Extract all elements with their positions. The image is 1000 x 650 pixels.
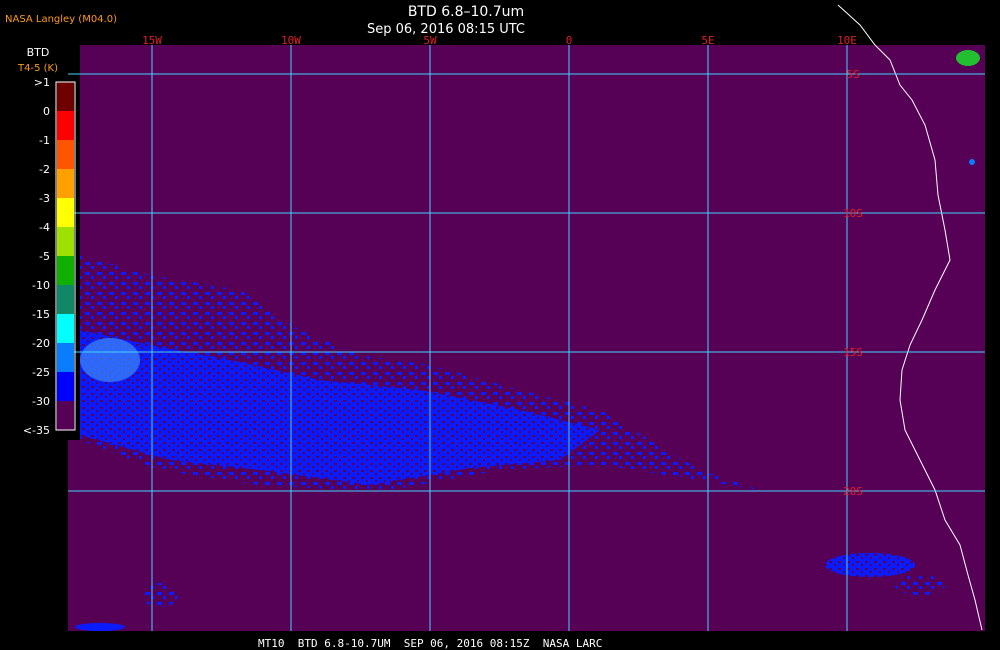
longitude-label: 5W [423, 34, 437, 47]
coastline [837, 4, 983, 631]
legend-swatch [57, 227, 74, 256]
latitude-label: 20S [843, 485, 863, 498]
legend-label: -2 [39, 163, 50, 176]
latitude-label: 5S [846, 68, 859, 81]
legend-label: >1 [34, 76, 50, 89]
legend-label: -3 [39, 192, 50, 205]
legend-label: 0 [43, 105, 50, 118]
legend-label: -20 [32, 337, 50, 350]
legend-label: -1 [39, 134, 50, 147]
image-title: BTD 6.8–10.7um [408, 4, 524, 20]
legend-label: -4 [39, 221, 50, 234]
footer-caption: MT10 BTD 6.8-10.7UM SEP 06, 2016 08:15Z … [258, 637, 602, 650]
legend-swatch [57, 285, 74, 314]
legend-swatch [57, 314, 74, 343]
longitude-label: 15W [142, 34, 162, 47]
legend-swatch [57, 256, 74, 285]
longitude-label: 10W [281, 34, 301, 47]
legend: >1 0 -1 -2 -3 -4 -5 -10 -15 -20 -25 -30 <-35 [23, 76, 76, 437]
latitude-label: 15S [843, 346, 863, 359]
legend-title: BTD [27, 46, 50, 59]
legend-frame [55, 81, 76, 431]
legend-subtitle: T4-5 (K) [17, 63, 58, 74]
legend-label: -15 [32, 308, 50, 321]
legend-swatch [57, 169, 74, 198]
agency-label: NASA Langley (M04.0) [5, 14, 117, 25]
graticule: 15W 10W 5W 0 5E 10E 5S 10S 15S 20S [68, 34, 985, 631]
longitude-label: 0 [566, 34, 573, 47]
longitude-label: 10E [837, 34, 857, 47]
legend-swatch [57, 111, 74, 140]
longitude-label: 5E [701, 34, 714, 47]
legend-label: <-35 [23, 424, 50, 437]
legend-swatch [57, 82, 74, 111]
left-margin [0, 0, 68, 650]
legend-label: -30 [32, 395, 50, 408]
image-subtitle: Sep 06, 2016 08:15 UTC [367, 22, 525, 37]
legend-label: -5 [39, 250, 50, 263]
legend-swatch [57, 372, 74, 401]
latitude-label: 10S [843, 207, 863, 220]
legend-swatch [57, 198, 74, 227]
legend-label: -10 [32, 279, 50, 292]
legend-label: -25 [32, 366, 50, 379]
legend-swatch [57, 140, 74, 169]
legend-swatch [57, 401, 74, 430]
legend-swatch [57, 343, 74, 372]
